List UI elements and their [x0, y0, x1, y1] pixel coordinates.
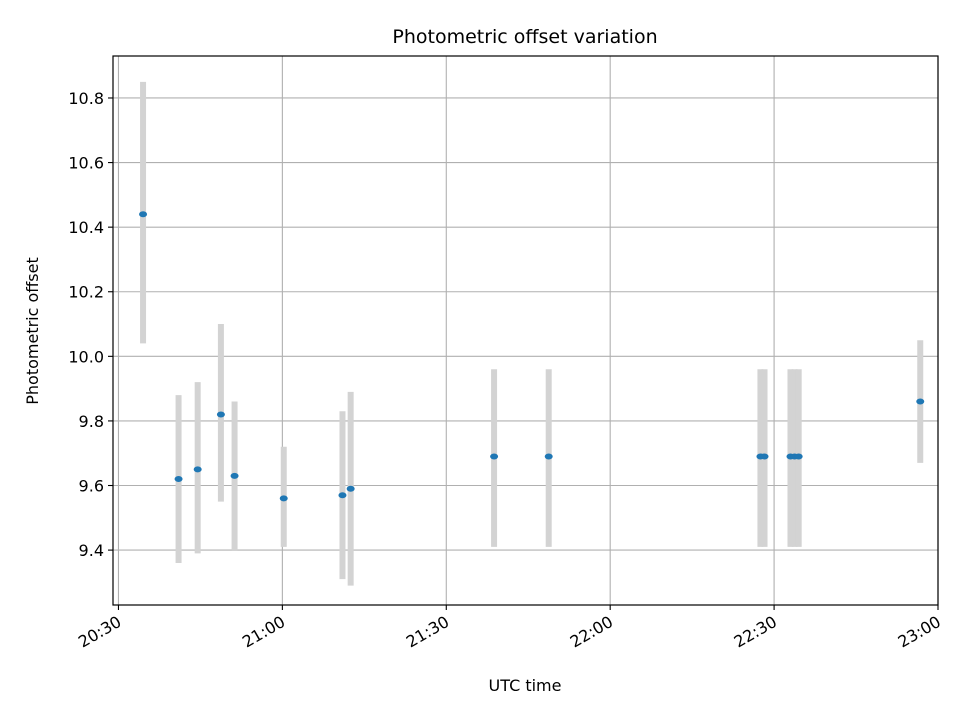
y-axis-ticks: 9.4 9.6 9.8 10.0 10.2 10.4 10.6 10.8 — [68, 89, 113, 560]
data-point — [338, 492, 347, 499]
data-point — [174, 476, 183, 483]
data-point — [346, 485, 355, 492]
chart-title: Photometric offset variation — [392, 26, 657, 48]
data-point — [193, 466, 202, 473]
data-point — [794, 453, 803, 460]
plot-frame — [112, 55, 939, 606]
data-point — [490, 453, 499, 460]
y-tick-label: 10.0 — [68, 347, 104, 366]
y-tick-label: 9.8 — [79, 412, 104, 431]
y-tick-label: 10.8 — [68, 89, 104, 108]
y-tick-label: 10.4 — [68, 218, 104, 237]
y-tick-label: 10.6 — [68, 154, 104, 173]
data-point — [544, 453, 553, 460]
grid — [113, 56, 939, 605]
data-point — [230, 472, 239, 479]
y-tick-label: 10.2 — [68, 283, 104, 302]
data-points — [139, 211, 925, 502]
data-point — [216, 411, 225, 418]
data-point — [279, 495, 288, 502]
data-point — [139, 211, 148, 218]
data-point — [916, 398, 925, 405]
y-tick-label: 9.6 — [79, 477, 104, 496]
y-axis-label: Photometric offset — [23, 257, 42, 405]
data-point — [760, 453, 769, 460]
y-tick-label: 9.4 — [79, 541, 104, 560]
x-axis-label: UTC time — [489, 676, 562, 695]
